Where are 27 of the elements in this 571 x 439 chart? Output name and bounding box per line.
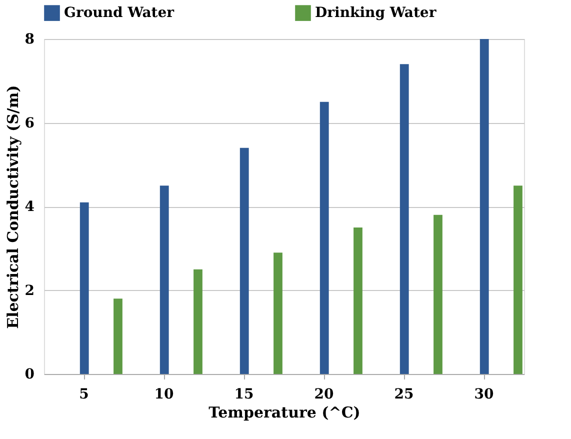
legend-label: Ground Water: [64, 5, 175, 22]
y-tick-label: 0: [24, 366, 35, 382]
x-axis-title: Temperature (^C): [208, 404, 360, 422]
bar: [434, 214, 442, 374]
legend-label: Drinking Water: [315, 5, 437, 22]
x-tick-label: 10: [154, 386, 174, 402]
bar: [320, 102, 329, 374]
bar: [160, 186, 169, 374]
bar: [354, 227, 362, 374]
bar: [274, 252, 282, 374]
y-axis-title: Electrical Conductivity (S/m): [4, 85, 22, 329]
x-tick-label: 15: [234, 386, 254, 402]
bar: [514, 186, 522, 374]
bar: [240, 148, 249, 374]
y-tick-label: 6: [24, 115, 34, 132]
y-tick-label: 2: [24, 282, 34, 299]
y-tick-label: 8: [24, 32, 34, 48]
y-tick-label: 4: [24, 199, 35, 215]
bar: [194, 269, 202, 374]
x-tick-label: 20: [314, 386, 334, 402]
bar: [480, 39, 489, 374]
bar: [400, 64, 409, 374]
x-tick-label: 30: [474, 386, 494, 402]
x-tick-label: 25: [394, 386, 414, 402]
bar: [80, 202, 89, 374]
bar: [114, 298, 122, 374]
x-tick-label: 5: [79, 386, 89, 402]
